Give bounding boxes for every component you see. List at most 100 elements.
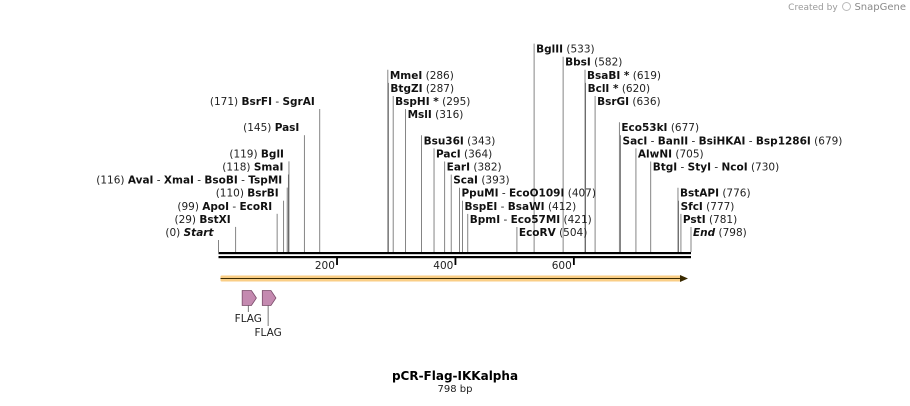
enzyme-name: ScaI — [453, 175, 478, 187]
restriction-site[interactable]: SacI - BanII - BsiHKAI - Bsp1286I (679) — [623, 135, 843, 147]
site-label: Bsu36I (343) — [424, 135, 496, 147]
enzyme-name: StyI — [688, 162, 711, 174]
name-separator: - — [238, 175, 248, 187]
feature-label: FLAG — [254, 327, 281, 339]
restriction-site[interactable]: (116) AvaI - XmaI - BsoBI - TspMI — [96, 175, 282, 187]
name-separator: - — [647, 135, 657, 147]
name-separator: - — [497, 201, 507, 213]
enzyme-name: BsiHKAI — [699, 135, 746, 147]
enzyme-name: BsrFI — [241, 96, 272, 108]
site-position: (0) — [165, 227, 180, 239]
site-position: (412) — [548, 201, 576, 213]
enzyme-name: EcoRV — [519, 227, 557, 239]
site-label: BclI * (620) — [588, 83, 650, 95]
restriction-site[interactable]: PstI (781) — [683, 214, 737, 226]
backbone-bottom-strand — [218, 256, 691, 259]
restriction-site[interactable]: MslI (316) — [408, 109, 464, 121]
enzyme-name: End — [693, 227, 716, 239]
site-label: PpuMI - EcoO109I (407) — [461, 188, 595, 200]
site-label: (171) BsrFI - SgrAI — [210, 96, 315, 108]
restriction-site[interactable]: BspEI - BsaWI (412) — [464, 201, 576, 213]
name-separator: - — [500, 214, 510, 226]
restriction-site[interactable]: AlwNI (705) — [638, 148, 704, 160]
site-label: (118) SmaI — [222, 162, 283, 174]
site-position: (407) — [568, 188, 596, 200]
enzyme-name: BstAPI — [680, 188, 719, 200]
restriction-site[interactable]: ScaI (393) — [453, 175, 509, 187]
restriction-site[interactable]: EcoRV (504) — [519, 227, 587, 239]
enzyme-name: BclI * — [588, 83, 619, 95]
site-position: (620) — [622, 83, 650, 95]
enzyme-name: SfcI — [681, 201, 703, 213]
restriction-site[interactable]: SfcI (777) — [681, 201, 735, 213]
site-label: PacI (364) — [436, 148, 492, 160]
restriction-site[interactable]: BpmI - Eco57MI (421) — [470, 214, 592, 226]
site-label: PstI (781) — [683, 214, 737, 226]
restriction-site[interactable]: (145) PasI — [243, 122, 299, 134]
enzyme-name: Bsu36I — [424, 135, 464, 147]
site-position: (382) — [473, 162, 501, 174]
site-label: SfcI (777) — [681, 201, 735, 213]
site-label: BbsI (582) — [565, 57, 622, 69]
site-position: (504) — [559, 227, 587, 239]
site-label: EcoRV (504) — [519, 227, 587, 239]
restriction-site[interactable]: (118) SmaI — [222, 162, 283, 174]
enzyme-name: BtgZI — [390, 83, 422, 95]
restriction-site[interactable]: PpuMI - EcoO109I (407) — [461, 188, 595, 200]
restriction-site[interactable]: (119) BglI — [229, 148, 284, 160]
ruler-tick-mark — [572, 258, 575, 265]
enzyme-name: PpuMI — [461, 188, 498, 200]
site-position: (705) — [675, 148, 703, 160]
enzyme-name: BsrGI — [597, 96, 629, 108]
site-label: BsaBI * (619) — [587, 70, 661, 82]
site-position: (636) — [632, 96, 660, 108]
enzyme-name: MslI — [408, 109, 432, 121]
flag-feature-arrow[interactable] — [241, 290, 257, 306]
site-position: (421) — [564, 214, 592, 226]
site-label: BstAPI (776) — [680, 188, 751, 200]
enzyme-name: EcoO109I — [509, 188, 564, 200]
restriction-site[interactable]: End (798) — [693, 227, 747, 239]
restriction-site[interactable]: BclI * (620) — [588, 83, 650, 95]
enzyme-name: EcoRI — [240, 201, 273, 213]
snapgene-credit: Created by SnapGene — [788, 2, 906, 13]
restriction-site[interactable]: (29) BstXI — [174, 214, 230, 226]
restriction-site[interactable]: BtgI - StyI - NcoI (730) — [653, 162, 779, 174]
site-position: (364) — [464, 148, 492, 160]
enzyme-name: PasI — [275, 122, 300, 134]
restriction-site[interactable]: MmeI (286) — [390, 70, 454, 82]
enzyme-name: BspHI * — [395, 96, 439, 108]
site-position: (286) — [426, 70, 454, 82]
restriction-site[interactable]: (110) BsrBI — [216, 188, 279, 200]
name-separator: - — [688, 135, 698, 147]
enzyme-name: MmeI — [390, 70, 422, 82]
site-label: (29) BstXI — [174, 214, 230, 226]
restriction-site[interactable]: BbsI (582) — [565, 57, 622, 69]
restriction-site[interactable]: (0) Start — [165, 227, 214, 239]
name-separator: - — [272, 96, 282, 108]
restriction-site[interactable]: EarI (382) — [447, 162, 502, 174]
enzyme-name: Eco57MI — [511, 214, 561, 226]
restriction-site[interactable]: (99) ApoI - EcoRI — [177, 201, 272, 213]
enzyme-name: BanII — [658, 135, 688, 147]
name-separator: - — [229, 201, 239, 213]
ruler-tick-mark — [454, 258, 457, 265]
enzyme-name: SacI — [623, 135, 648, 147]
restriction-site[interactable]: Bsu36I (343) — [424, 135, 496, 147]
restriction-site[interactable]: BsrGI (636) — [597, 96, 661, 108]
credit-text: Created by — [788, 3, 838, 13]
restriction-site[interactable]: Eco53kI (677) — [621, 122, 699, 134]
flag-feature-arrow[interactable] — [261, 290, 277, 306]
restriction-site[interactable]: BglII (533) — [536, 44, 595, 56]
enzyme-name: ApoI — [202, 201, 229, 213]
enzyme-name: PstI — [683, 214, 706, 226]
site-position: (145) — [243, 122, 271, 134]
enzyme-name: BtgI — [653, 162, 677, 174]
restriction-site[interactable]: BtgZI (287) — [390, 83, 454, 95]
restriction-site[interactable]: BstAPI (776) — [680, 188, 751, 200]
restriction-site[interactable]: (171) BsrFI - SgrAI — [210, 96, 315, 108]
restriction-site[interactable]: PacI (364) — [436, 148, 492, 160]
restriction-site[interactable]: BspHI * (295) — [395, 96, 470, 108]
restriction-site[interactable]: BsaBI * (619) — [587, 70, 661, 82]
site-position: (119) — [229, 148, 257, 160]
